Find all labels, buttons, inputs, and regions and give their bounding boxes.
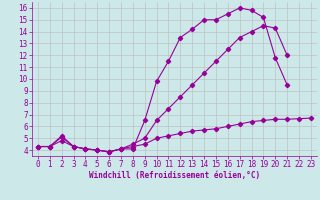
X-axis label: Windchill (Refroidissement éolien,°C): Windchill (Refroidissement éolien,°C) — [89, 171, 260, 180]
